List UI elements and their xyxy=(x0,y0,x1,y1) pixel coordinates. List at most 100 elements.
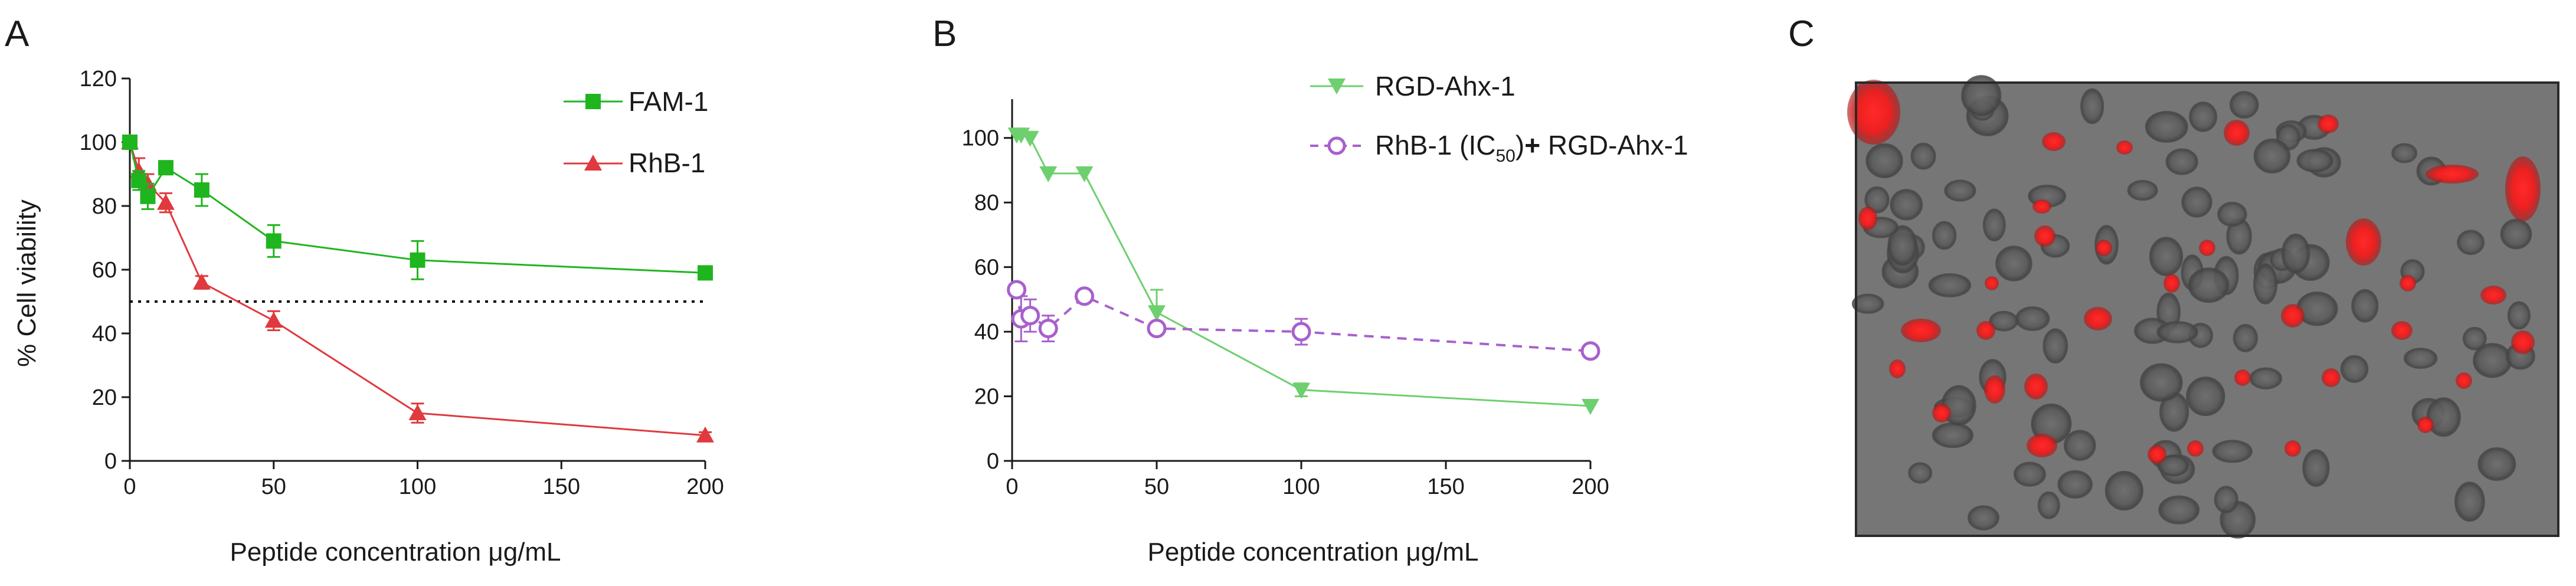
series-rgd-ahx-1-point xyxy=(1582,398,1599,415)
microscopy-cell xyxy=(2391,143,2418,163)
microscopy-red-cell xyxy=(2163,274,2180,293)
chart-b-y-tick-label: 40 xyxy=(974,320,999,345)
microscopy-cell xyxy=(1967,505,1999,531)
series-rgd-ahx-1-point xyxy=(1039,166,1058,182)
series-fam-1-point xyxy=(158,160,174,176)
chart-b-x-tick-label: 200 xyxy=(1572,474,1609,499)
microscopy-red-cell xyxy=(2084,307,2112,330)
series-rhb-rgd-ahx-1-point xyxy=(1020,306,1040,326)
chart-a-y-tick-label: 40 xyxy=(92,322,117,346)
chart-b-y-tick-label: 20 xyxy=(974,385,999,410)
microscopy-red-cell xyxy=(2027,434,2057,457)
microscopy-red-cell xyxy=(2505,156,2541,221)
series-fam-1-point xyxy=(140,188,156,204)
microscopy-cell xyxy=(2145,110,2188,143)
chart-b-x-label: Peptide concentration μg/mL xyxy=(1147,538,1478,567)
microscopy-cell xyxy=(2212,440,2253,463)
microscopy-red-cell xyxy=(1932,404,1951,423)
microscopy-cell xyxy=(2351,289,2379,323)
chart-a-x-tick-label: 100 xyxy=(399,474,436,499)
microscopy-cell xyxy=(2229,91,2259,119)
microscopy-cell xyxy=(2253,138,2291,174)
chart-b-x-tick-label: 50 xyxy=(1144,474,1169,499)
microscopy-red-cell xyxy=(2391,321,2413,340)
microscopy-cell xyxy=(2149,237,2184,276)
series-rhb-1-point xyxy=(156,194,175,210)
microscopy-cell xyxy=(2426,397,2461,437)
chart-a-y-tick-label: 80 xyxy=(92,194,117,219)
microscopy-red-cell xyxy=(2224,120,2250,146)
microscopy-cell xyxy=(2507,301,2531,330)
series-rhb-rgd-ahx-1-point xyxy=(1291,322,1311,342)
microscopy-red-cell xyxy=(2199,240,2215,256)
microscopy-cell xyxy=(2165,148,2198,175)
chart-a-x-tick-label: 150 xyxy=(543,474,580,499)
chart-a-y-tick-label: 60 xyxy=(92,258,117,283)
chart-a-y-tick-label: 20 xyxy=(92,385,117,410)
microscopy-cell xyxy=(2080,88,2104,125)
microscopy-frame xyxy=(1855,81,2559,537)
legend-entry-rhb-rgd: RhB-1 (IC50)+ RGD-Ahx-1 xyxy=(1310,130,1688,166)
microscopy-cell xyxy=(2302,449,2330,487)
chart-b-y-tick-label: 60 xyxy=(974,256,999,280)
series-fam-1-point xyxy=(698,265,713,281)
microscopy-red-cell xyxy=(2480,286,2506,305)
chart-b-x-axis: 0 50 100 150 200 xyxy=(1006,460,1609,499)
chart-a-legend: FAM-1 RhB-1 xyxy=(564,86,708,178)
microscopy-cell xyxy=(1928,273,1972,297)
microscopy-cell xyxy=(2253,263,2278,305)
panel-label-c: C xyxy=(1788,14,1815,54)
chart-a: 0 20 40 60 80 100 120 0 50 100 150 200 % Cell viab… xyxy=(12,67,724,567)
microscopy-red-cell xyxy=(2417,417,2434,433)
microscopy-background xyxy=(1856,83,2558,536)
chart-b-y-axis: 0 20 40 60 80 100 xyxy=(962,99,1013,474)
microscopy-cell xyxy=(2454,482,2485,522)
legend-entry-rgd-ahx-1: RGD-Ahx-1 xyxy=(1310,71,1516,102)
chart-b-series-group xyxy=(1007,127,1600,415)
legend-marker-triangle-up-icon xyxy=(584,155,602,171)
microscopy-cell xyxy=(2181,186,2212,218)
series-rhb-rgd-ahx-1-point xyxy=(1038,319,1058,339)
series-rgd-ahx-1-point xyxy=(1292,382,1310,399)
microscopy-red-cell xyxy=(2116,140,2133,155)
chart-a-series-group xyxy=(121,133,714,443)
chart-b-y-tick-label: 80 xyxy=(974,191,999,215)
microscopy-red-cell xyxy=(2400,275,2416,292)
microscopy-cell xyxy=(1864,186,1890,214)
legend-label-rhb-1: RhB-1 xyxy=(629,148,705,178)
microscopy-red-cell xyxy=(2187,440,2204,457)
microscopy-red-cell xyxy=(1847,80,1900,145)
chart-a-y-tick-label: 0 xyxy=(104,449,117,474)
legend-marker-triangle-down-icon xyxy=(1328,78,1346,94)
series-rhb-1-point xyxy=(264,312,283,328)
chart-a-y-label: % Cell viability xyxy=(12,199,41,367)
chart-a-y-tick-label: 100 xyxy=(80,130,117,155)
microscopy-red-cell xyxy=(2024,374,2048,400)
microscopy-cell xyxy=(1995,245,2032,281)
microscopy-red-cell xyxy=(2281,304,2305,328)
microscopy-cell xyxy=(2037,491,2060,519)
series-fam-1-point xyxy=(122,135,138,150)
microscopy-cell xyxy=(2281,233,2310,274)
microscopy-cell xyxy=(2158,495,2200,525)
chart-b-x-tick-label: 100 xyxy=(1282,474,1320,499)
microscopy-cell xyxy=(2188,267,2230,303)
microscopy-cell xyxy=(2015,306,2050,331)
chart-a-x-axis: 0 50 100 150 200 xyxy=(123,460,724,499)
series-rgd-ahx-1-point xyxy=(1021,130,1039,147)
microscopy-cell xyxy=(2473,343,2512,378)
series-rhb-rgd-ahx-1-point xyxy=(1075,286,1094,306)
series-fam-1-point xyxy=(410,252,425,268)
microscopy-red-cell xyxy=(2322,368,2341,387)
microscopy-cell xyxy=(2157,454,2189,477)
microscopy-cell xyxy=(1982,208,2006,242)
microscopy-cell xyxy=(1932,221,1957,250)
legend-label-rhb-rgd: RhB-1 (IC50)+ RGD-Ahx-1 xyxy=(1375,130,1688,166)
microscopy-cell xyxy=(2104,470,2143,511)
microscopy-cell xyxy=(1908,462,1933,484)
microscopy-red-cell xyxy=(2148,445,2166,464)
series-rgd-ahx-1-point xyxy=(1075,166,1094,182)
microscopy-cell xyxy=(2189,102,2218,132)
microscopy-red-cell xyxy=(2511,330,2535,354)
